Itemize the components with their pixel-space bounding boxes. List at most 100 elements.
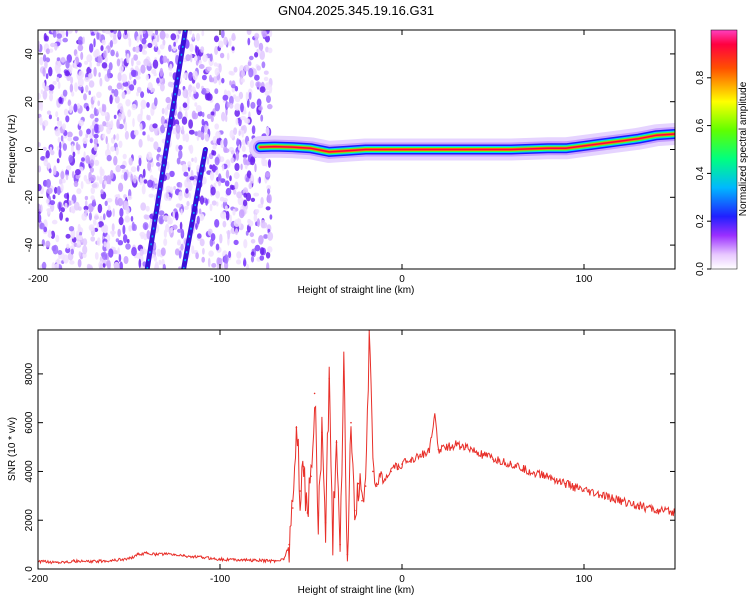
noise-blob xyxy=(139,123,143,132)
noise-blob xyxy=(101,103,105,113)
noise-blob xyxy=(86,128,91,135)
noise-blob xyxy=(215,190,221,199)
chart-title: GN04.2025.345.19.16.G31 xyxy=(278,3,434,18)
snr-y-tick-label: 8000 xyxy=(24,362,35,385)
noise-blob xyxy=(265,159,268,167)
noise-blob xyxy=(106,209,112,218)
diagonal-track-2 xyxy=(181,147,208,269)
noise-blob xyxy=(186,200,190,207)
snr-point xyxy=(310,475,312,478)
noise-blob xyxy=(44,85,50,92)
noise-blob xyxy=(209,170,215,181)
noise-blob xyxy=(159,217,163,224)
noise-blob xyxy=(206,66,212,72)
noise-blob xyxy=(39,222,45,230)
noise-blob xyxy=(209,77,215,83)
noise-blob xyxy=(218,40,224,48)
heatmap-y-tick-label: 20 xyxy=(24,96,35,108)
noise-blob xyxy=(117,247,120,256)
noise-blob xyxy=(156,248,161,257)
snr-point xyxy=(91,560,94,563)
noise-blob xyxy=(260,114,264,122)
noise-blob xyxy=(202,54,208,63)
noise-blob xyxy=(234,103,241,111)
noise-blob xyxy=(127,109,132,118)
heatmap-x-tick-label: -200 xyxy=(28,274,48,285)
snr-point xyxy=(656,509,658,512)
noise-blob xyxy=(188,89,192,98)
noise-blob xyxy=(77,149,80,155)
noise-blob xyxy=(247,37,251,46)
noise-blob xyxy=(48,66,53,77)
noise-blob xyxy=(82,36,85,45)
noise-blob xyxy=(58,202,61,213)
noise-blob xyxy=(58,253,62,260)
noise-blob xyxy=(184,179,188,188)
noise-blob xyxy=(65,30,69,37)
noise-blob xyxy=(254,33,260,40)
noise-blob xyxy=(265,251,271,259)
noise-blob xyxy=(213,35,220,43)
noise-blob xyxy=(264,34,270,43)
noise-blob xyxy=(263,76,269,82)
noise-blob xyxy=(128,37,132,48)
snr-point xyxy=(282,558,285,560)
snr-point xyxy=(583,490,585,492)
noise-blob xyxy=(77,258,82,268)
noise-blob xyxy=(130,173,133,183)
noise-blob xyxy=(102,121,107,127)
noise-blob xyxy=(116,58,121,67)
noise-blob xyxy=(189,53,193,63)
noise-blob xyxy=(89,167,94,173)
noise-blob xyxy=(105,136,108,145)
noise-blob xyxy=(48,48,54,53)
noise-blob xyxy=(201,214,205,219)
noise-blob xyxy=(57,81,61,89)
noise-blob xyxy=(120,174,125,180)
noise-blob xyxy=(172,210,175,220)
snr-point xyxy=(110,559,112,562)
noise-blob xyxy=(250,239,256,244)
noise-blob xyxy=(238,218,242,229)
snr-y-tick-label: 6000 xyxy=(24,411,35,434)
noise-blob xyxy=(154,264,160,269)
snr-point xyxy=(528,470,531,473)
noise-blob xyxy=(126,195,133,200)
noise-blob xyxy=(236,191,243,199)
noise-blob xyxy=(248,55,254,61)
noise-blob xyxy=(225,169,230,179)
noise-blob xyxy=(160,115,165,126)
noise-blob xyxy=(206,156,210,165)
noise-blob xyxy=(162,39,166,46)
noise-blob xyxy=(201,256,205,263)
colorbar-tick-label: 0.8 xyxy=(695,70,706,84)
noise-blob xyxy=(231,34,236,41)
noise-blob xyxy=(233,171,240,180)
noise-blob xyxy=(56,258,60,268)
noise-blob xyxy=(146,102,150,108)
noise-blob xyxy=(222,197,228,203)
noise-blob xyxy=(179,221,183,230)
noise-blob xyxy=(242,189,249,194)
noise-blob xyxy=(189,43,194,53)
noise-blob xyxy=(66,192,70,202)
noise-blob xyxy=(101,39,106,46)
noise-blob xyxy=(201,87,207,95)
noise-blob xyxy=(43,158,49,167)
noise-blob xyxy=(225,114,228,123)
noise-blob xyxy=(267,188,271,195)
noise-blob xyxy=(67,136,73,142)
noise-blob xyxy=(142,131,146,136)
noise-blob xyxy=(138,155,143,160)
noise-blob xyxy=(54,42,58,51)
noise-blob xyxy=(63,254,69,264)
noise-blob xyxy=(226,102,230,108)
snr-point xyxy=(339,543,341,546)
noise-blob xyxy=(121,110,125,120)
noise-blob xyxy=(188,129,195,135)
snr-point xyxy=(353,509,356,512)
noise-blob xyxy=(140,107,143,117)
colorbar-tick-label: 0.0 xyxy=(695,262,706,276)
noise-blob xyxy=(71,207,76,214)
snr-point xyxy=(390,470,392,473)
